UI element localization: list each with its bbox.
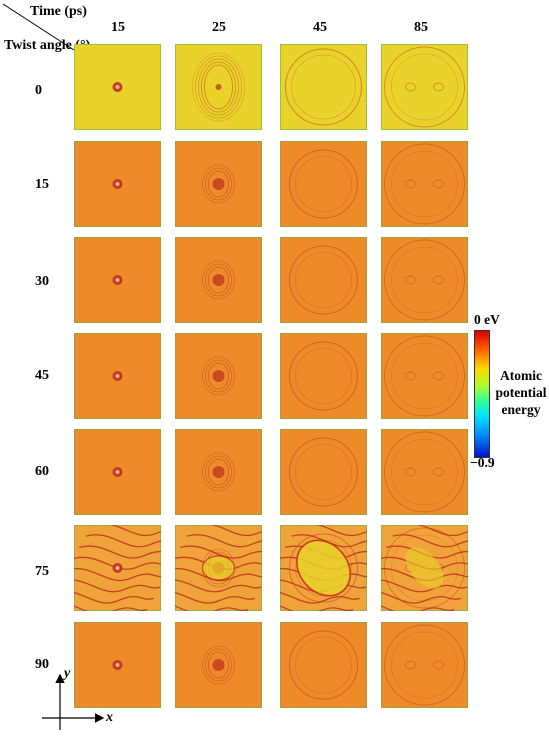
twist-row-label-0: 0 (35, 83, 42, 98)
panel-image (280, 44, 367, 130)
x-axis-label: x (106, 710, 113, 725)
panel-image (175, 525, 262, 611)
colorbar-title-line-3: energy (501, 402, 541, 417)
panel-image (280, 525, 367, 611)
twist-row-label-60: 60 (35, 464, 49, 479)
simulation-panel-angle-30-time-45 (280, 237, 367, 323)
colorbar-title-line-1: Atomic (500, 368, 542, 383)
simulation-panel-angle-15-time-45 (280, 141, 367, 227)
simulation-panel-angle-30-time-85 (381, 237, 468, 323)
simulation-panel-angle-45-time-15 (74, 333, 161, 419)
twist-row-label-90: 90 (35, 657, 49, 672)
simulation-panel-angle-30-time-15 (74, 237, 161, 323)
simulation-panel-angle-90-time-15 (74, 622, 161, 708)
simulation-panel-angle-75-time-85 (381, 525, 468, 611)
simulation-panel-angle-0-time-85 (381, 44, 468, 130)
simulation-panel-angle-45-time-85 (381, 333, 468, 419)
twist-row-label-15: 15 (35, 177, 49, 192)
time-column-label-15: 15 (111, 20, 125, 35)
panel-image (280, 622, 367, 708)
panel-image (381, 237, 468, 323)
time-column-label-45: 45 (313, 20, 327, 35)
panel-image (175, 622, 262, 708)
simulation-panel-angle-45-time-45 (280, 333, 367, 419)
panel-image (74, 44, 161, 130)
simulation-panel-angle-75-time-45 (280, 525, 367, 611)
simulation-panel-angle-60-time-45 (280, 429, 367, 515)
colorbar-title-line-2: potential (495, 385, 547, 400)
simulation-panel-angle-90-time-45 (280, 622, 367, 708)
panel-image (381, 622, 468, 708)
simulation-panel-angle-0-time-15 (74, 44, 161, 130)
simulation-panel-angle-15-time-25 (175, 141, 262, 227)
panel-image (175, 44, 262, 130)
y-axis-label: y (64, 666, 71, 681)
panel-image (74, 333, 161, 419)
twist-angle-header-label: Twist angle (°) (4, 38, 91, 53)
panel-image (381, 44, 468, 130)
panel-image (381, 429, 468, 515)
panel-image (381, 525, 468, 611)
simulation-panel-angle-60-time-85 (381, 429, 468, 515)
simulation-panel-angle-15-time-15 (74, 141, 161, 227)
simulation-panel-angle-75-time-15 (74, 525, 161, 611)
panel-image (74, 622, 161, 708)
time-column-label-25: 25 (212, 20, 226, 35)
simulation-panel-angle-75-time-25 (175, 525, 262, 611)
simulation-panel-angle-0-time-25 (175, 44, 262, 130)
colorbar-min-label: −0.9 (470, 455, 495, 470)
panel-image (280, 333, 367, 419)
simulation-panel-angle-60-time-15 (74, 429, 161, 515)
simulation-panel-angle-90-time-85 (381, 622, 468, 708)
simulation-panel-angle-15-time-85 (381, 141, 468, 227)
simulation-panel-angle-90-time-25 (175, 622, 262, 708)
panel-image (280, 141, 367, 227)
time-column-label-85: 85 (414, 20, 428, 35)
panel-image (74, 525, 161, 611)
panel-image (175, 237, 262, 323)
header-diagonal-line (2, 3, 75, 51)
simulation-panel-angle-45-time-25 (175, 333, 262, 419)
panel-image (280, 237, 367, 323)
panel-image (175, 429, 262, 515)
simulation-panel-angle-0-time-45 (280, 44, 367, 130)
colorbar-max-label: 0 eV (474, 312, 500, 327)
panel-image (74, 141, 161, 227)
simulation-panel-angle-30-time-25 (175, 237, 262, 323)
panel-image (175, 333, 262, 419)
twist-row-label-30: 30 (35, 274, 49, 289)
colorbar-gradient (474, 330, 490, 458)
panel-image (381, 333, 468, 419)
colorbar-title: Atomic potential energy (492, 367, 550, 418)
panel-image (74, 237, 161, 323)
axis-indicator (42, 673, 105, 730)
panel-image (381, 141, 468, 227)
panel-image (280, 429, 367, 515)
twist-row-label-75: 75 (35, 564, 49, 579)
panel-image (175, 141, 262, 227)
twist-row-label-45: 45 (35, 368, 49, 383)
panel-image (74, 429, 161, 515)
time-header-label: Time (ps) (30, 4, 87, 19)
simulation-panel-angle-60-time-25 (175, 429, 262, 515)
